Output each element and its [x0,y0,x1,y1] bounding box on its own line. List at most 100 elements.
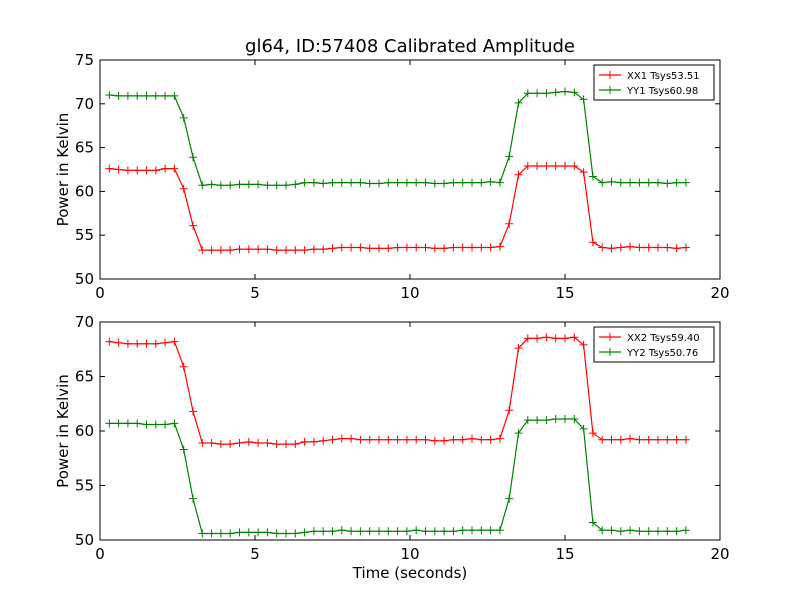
data-point [440,179,449,188]
y-tick-label: 50 [75,270,94,288]
data-point [151,420,160,429]
data-point [356,243,365,252]
data-point [151,339,160,348]
data-point [356,527,365,536]
data-point [542,333,551,342]
data-point [105,337,114,346]
data-point [533,416,542,425]
data-point [282,181,290,190]
data-point [328,178,337,187]
data-point [114,91,123,100]
data-point [319,436,328,445]
data-point [635,243,644,252]
data-point [551,334,560,343]
data-point [495,526,504,535]
data-point [551,88,560,97]
x-axis-label: Time (seconds) [352,564,468,582]
data-point [365,527,374,536]
data-point [654,243,662,252]
data-point [319,179,328,188]
x-tick-label: 0 [95,545,105,563]
data-point [328,527,337,536]
data-point [309,437,318,446]
data-point [337,526,346,535]
data-point [663,179,672,188]
data-point [142,339,151,348]
data-point [105,91,114,100]
data-point [421,527,430,536]
data-point [523,334,532,343]
data-point [561,415,569,424]
data-point [133,339,142,348]
data-point [430,527,439,536]
data-point [123,419,132,428]
data-point [328,435,337,444]
data-point [375,244,383,253]
data-point [412,435,421,444]
data-point [579,424,588,433]
data-point [123,339,132,348]
data-point [588,172,597,181]
data-point [226,181,235,190]
data-point [440,527,449,536]
data-point [300,437,309,446]
data-point [393,243,402,252]
data-point [161,420,170,429]
data-point [570,415,579,424]
data-point [402,435,411,444]
data-point [356,178,365,187]
legend-marker [606,333,614,341]
data-point [663,527,672,536]
data-point [272,181,281,190]
data-point [579,168,588,177]
data-point [337,178,346,187]
data-point [654,435,662,444]
data-point [375,179,383,188]
data-point [263,528,272,537]
data-point [626,526,635,535]
data-point [235,528,244,537]
data-point [337,434,346,443]
data-point [430,179,439,188]
data-point [244,437,253,446]
data-point [170,419,179,428]
data-point [319,245,328,254]
data-point [393,527,402,536]
data-point [347,527,356,536]
data-point [393,178,402,187]
data-point [402,178,411,187]
data-point [644,527,653,536]
data-point [635,178,644,187]
data-point [272,246,281,255]
data-point [254,438,263,447]
legend-marker [606,348,614,356]
data-point [681,178,690,187]
data-point [207,529,216,538]
data-point [588,238,597,247]
data-point [309,178,318,187]
data-point [505,152,514,161]
data-point [282,440,290,449]
data-point [282,529,290,538]
legend-marker [606,86,614,94]
data-point [672,244,681,253]
data-point [514,429,523,438]
data-point [551,415,560,424]
data-point [179,113,188,122]
data-point [458,178,467,187]
data-point [477,526,486,535]
data-point [607,435,616,444]
data-point [282,246,290,255]
data-point [402,527,411,536]
data-point [235,245,244,254]
data-point [226,246,235,255]
data-point [607,526,616,535]
data-point [598,526,607,535]
data-point [533,89,542,98]
data-point [672,178,681,187]
data-point [300,178,309,187]
data-point [189,494,197,503]
y-tick-label: 55 [75,226,94,244]
data-point [347,434,356,443]
data-point [495,178,504,187]
